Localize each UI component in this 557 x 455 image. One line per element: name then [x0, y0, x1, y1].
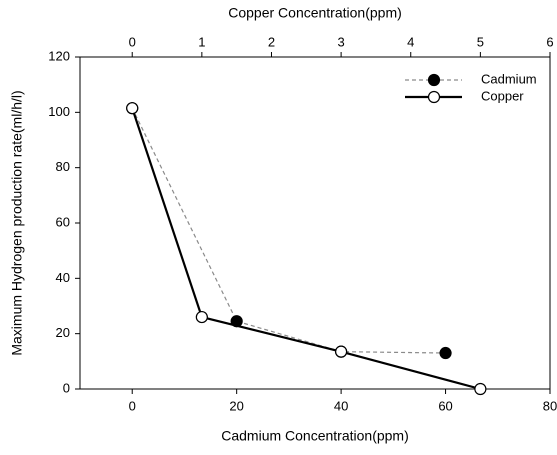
y-tick-label: 100	[48, 104, 70, 119]
x2-tick-label: 1	[198, 34, 205, 49]
y-axis-title: Maximum Hydrogen production rate(ml/h/l)	[9, 90, 25, 355]
legend-label: Copper	[481, 88, 524, 103]
y-tick-label: 60	[56, 214, 70, 229]
x-tick-label: 20	[229, 398, 243, 413]
plot-frame	[79, 56, 551, 390]
x2-tick-label: 5	[477, 34, 484, 49]
y-tick-label: 80	[56, 159, 70, 174]
x-tick-label: 40	[334, 398, 348, 413]
x2-tick-label: 3	[337, 34, 344, 49]
series-line	[131, 107, 446, 354]
x-tick-label: 0	[129, 398, 136, 413]
x2-tick-label: 0	[129, 34, 136, 49]
data-point	[126, 102, 139, 115]
y-tick-label: 0	[63, 380, 70, 395]
data-point	[195, 310, 208, 324]
x2-tick-label: 2	[268, 34, 275, 49]
y-tick-label: 40	[56, 270, 70, 285]
x2-tick-label: 6	[546, 34, 553, 49]
x2-axis-title: Copper Concentration(ppm)	[228, 5, 402, 21]
series-line	[131, 107, 481, 391]
y-tick-label: 120	[48, 48, 70, 63]
x-tick-label: 60	[438, 398, 452, 413]
data-point	[335, 345, 348, 358]
legend-label: Cadmium	[481, 71, 537, 86]
data-point	[474, 382, 487, 396]
legend-marker	[427, 73, 441, 87]
x-axis-title: Cadmium Concentration(ppm)	[221, 428, 409, 444]
x-tick-label: 80	[543, 398, 557, 413]
data-point	[439, 346, 452, 360]
legend-marker	[427, 90, 441, 104]
y-tick-label: 20	[56, 325, 70, 340]
x2-tick-label: 4	[407, 34, 414, 49]
